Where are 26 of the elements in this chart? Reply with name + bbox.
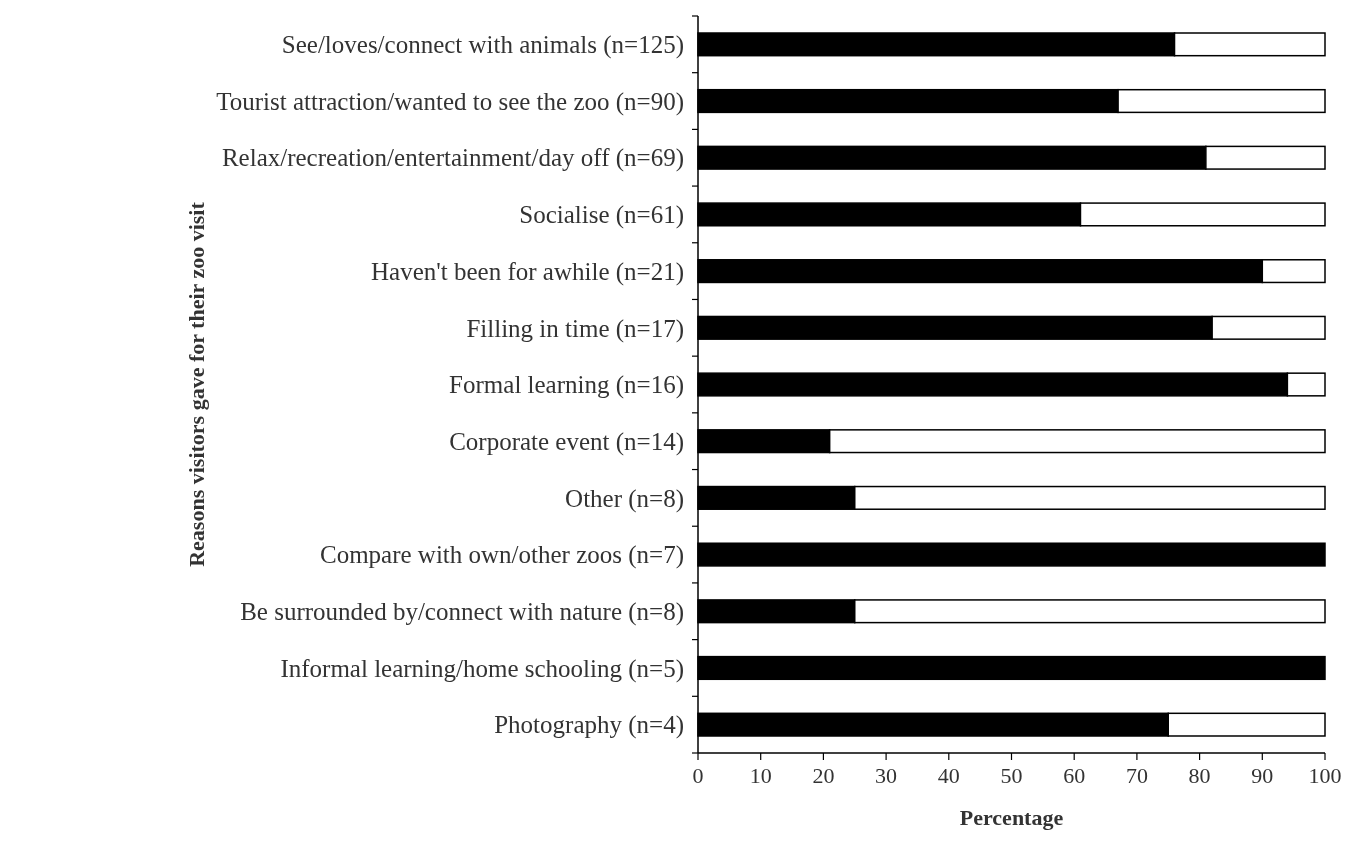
y-tick-label: Be surrounded by/connect with nature (n=8) — [240, 598, 684, 627]
x-axis-title: Percentage — [959, 805, 1064, 830]
y-axis-title: Reasons visitors gave for their zoo visit — [183, 201, 209, 567]
y-tick-label: Formal learning (n=16) — [449, 371, 684, 400]
x-tick-label: 70 — [1125, 763, 1148, 788]
y-tick-label: Photography (n=4) — [494, 711, 684, 740]
y-tick-label: Relax/recreation/entertainment/day off (n=69) — [221, 144, 684, 173]
x-tick-label: 60 — [1063, 763, 1086, 788]
x-tick-label: 20 — [812, 763, 835, 788]
y-tick-label: Corporate event (n=14) — [449, 427, 684, 456]
y-tick-label: See/loves/connect with animals (n=125) — [281, 31, 684, 60]
y-tick-label: Tourist attraction/wanted to see the zoo (n=90) — [216, 87, 684, 116]
x-tick-label: 30 — [875, 763, 898, 788]
x-tick-label: 90 — [1251, 763, 1274, 788]
y-tick-label: Haven't been for awhile (n=21) — [371, 257, 684, 286]
x-tick-label: 80 — [1188, 763, 1211, 788]
y-tick-label: Filling in time (n=17) — [466, 314, 684, 343]
x-tick-label: 40 — [937, 763, 960, 788]
y-tick-label: Compare with own/other zoos (n=7) — [319, 541, 684, 570]
y-tick-label: Other (n=8) — [565, 484, 684, 513]
x-tick-label: 0 — [692, 763, 704, 788]
y-tick-label: Informal learning/home schooling (n=5) — [280, 654, 684, 683]
x-tick-label: 100 — [1308, 763, 1342, 788]
y-tick-label: Socialise (n=61) — [519, 201, 684, 230]
x-tick-label: 50 — [1000, 763, 1023, 788]
x-tick-label: 10 — [749, 763, 772, 788]
